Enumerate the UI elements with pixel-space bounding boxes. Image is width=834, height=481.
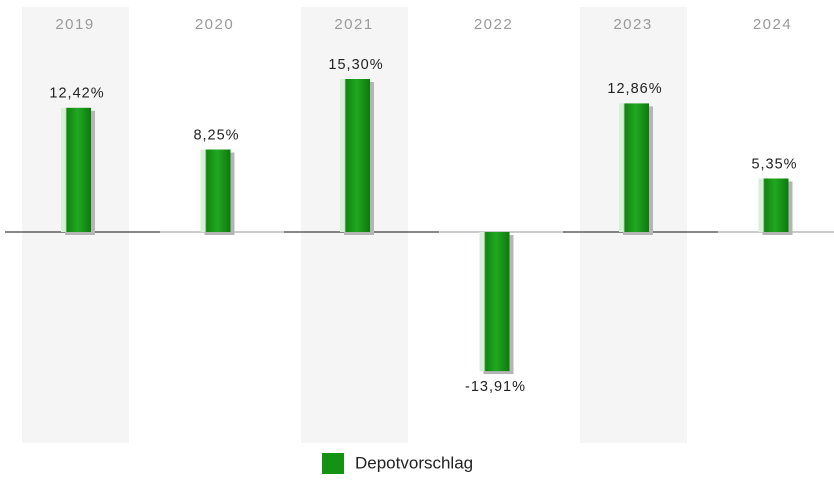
x-tick-label: 2019 xyxy=(55,16,94,33)
legend-label: Depotvorschlag xyxy=(355,453,473,472)
value-label: -13,91% xyxy=(465,379,526,395)
x-tick-label: 2020 xyxy=(195,16,234,33)
value-label: 8,25% xyxy=(193,127,239,143)
x-tick-label: 2024 xyxy=(753,16,792,33)
bar xyxy=(61,107,91,232)
value-label: 12,42% xyxy=(49,86,104,102)
x-tick-label: 2023 xyxy=(613,16,652,33)
bar xyxy=(479,232,510,372)
bar xyxy=(758,178,789,232)
value-label: 15,30% xyxy=(328,57,383,73)
value-label: 12,86% xyxy=(607,81,662,97)
legend-swatch xyxy=(322,453,344,474)
x-tick-label: 2021 xyxy=(334,16,373,33)
bar xyxy=(340,79,370,232)
x-tick-label: 2022 xyxy=(474,16,513,33)
bar xyxy=(619,103,649,233)
value-label: 5,35% xyxy=(751,156,797,172)
bar xyxy=(200,149,231,232)
